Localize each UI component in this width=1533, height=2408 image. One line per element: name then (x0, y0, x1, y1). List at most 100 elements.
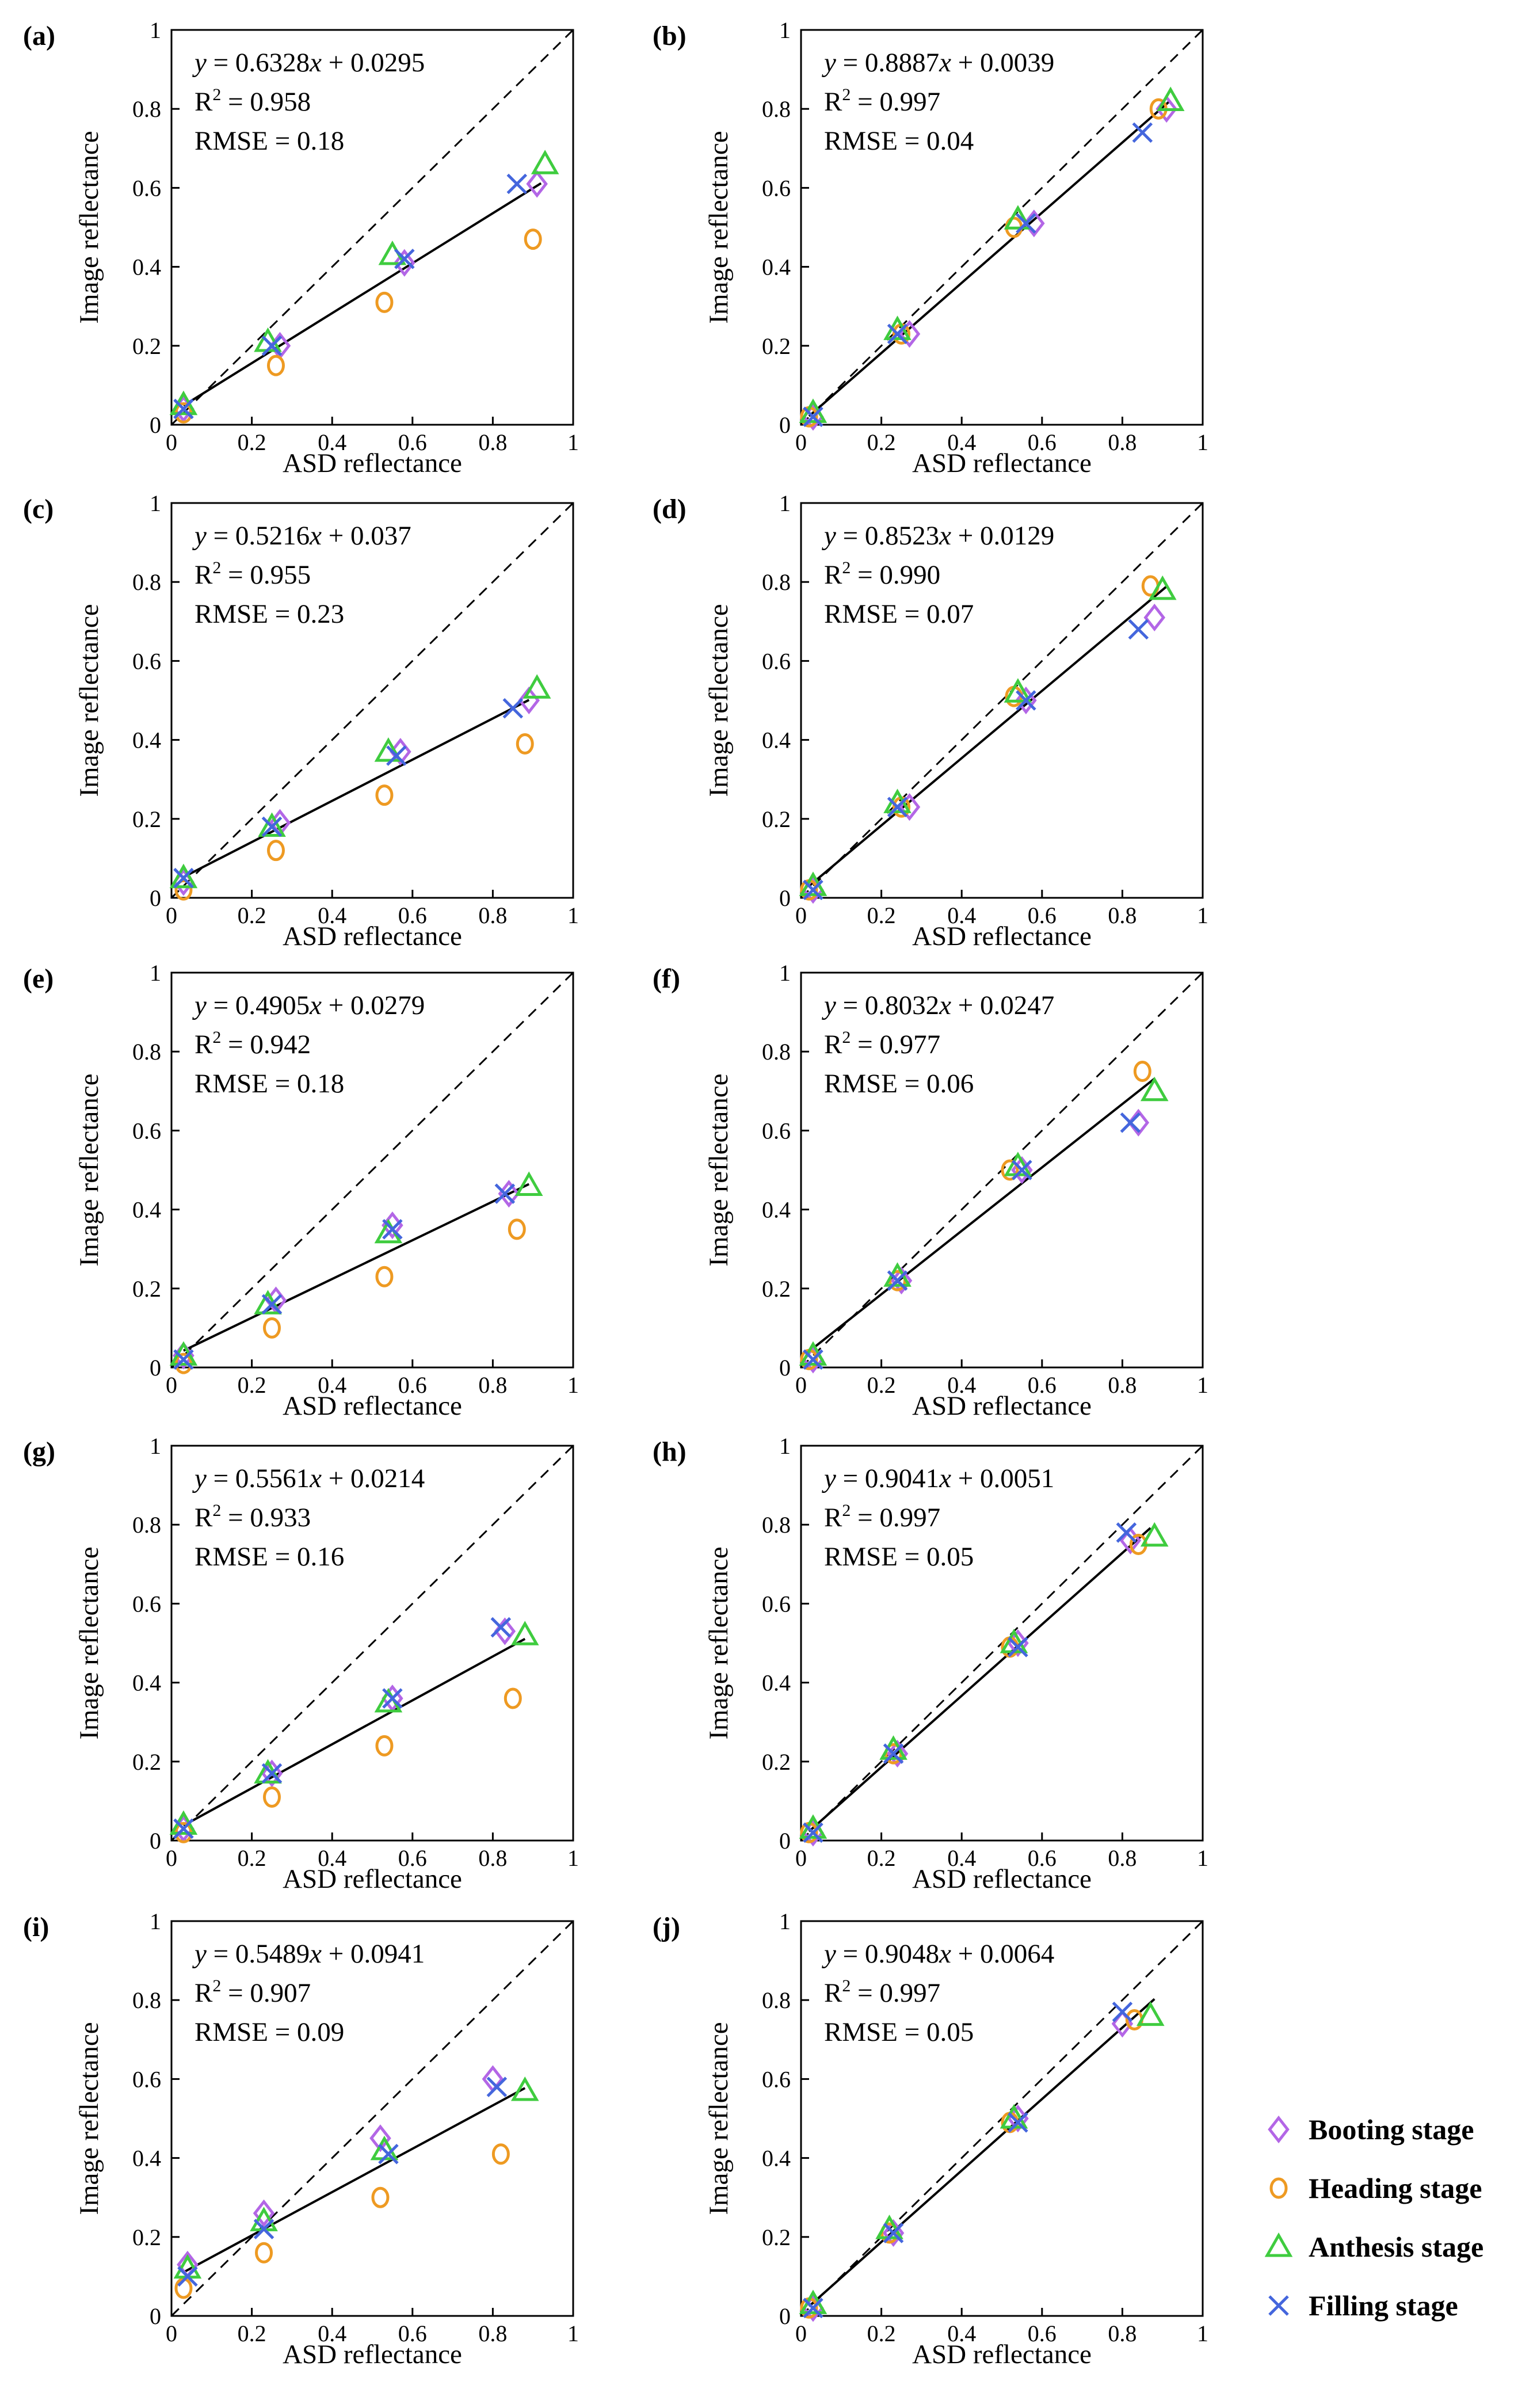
series-anthesis-stage (169, 674, 551, 889)
y-tick-label: 0.2 (132, 806, 161, 832)
rmse: RMSE = 0.05 (824, 1542, 974, 1572)
r-squared: R2 = 0.958 (195, 85, 311, 117)
y-tick-label: 0.8 (132, 569, 161, 595)
one-to-one-line (800, 502, 1204, 899)
scatter-panel-e: 0 0.2 0.4 0.6 0.8 1 0 0.2 0.4 0.6 0.8 1 ASD reflecta… (23, 960, 579, 1421)
x-tick-label: 0.8 (478, 902, 507, 928)
data-point (526, 170, 548, 198)
data-point (253, 2199, 275, 2227)
x-tick-label: 0.8 (1108, 429, 1137, 455)
rmse: RMSE = 0.23 (195, 599, 344, 629)
regression-equation: y = 0.6328x + 0.0295 (192, 48, 425, 78)
y-tick-label: 1 (779, 17, 791, 43)
y-tick-label: 0.4 (762, 254, 791, 280)
data-point (253, 2219, 274, 2239)
y-tick-label: 0 (150, 2303, 161, 2329)
series-booting-stage (173, 686, 540, 896)
x-tick-label: 0.6 (1028, 1845, 1057, 1871)
legend-marker-cross (1268, 2295, 1289, 2316)
data-point (803, 1349, 823, 1370)
data-point (263, 1317, 281, 1339)
r-squared: R2 = 0.907 (195, 1976, 311, 2008)
x-tick-label: 0.4 (318, 429, 346, 455)
x-tick-label: 0.8 (1108, 902, 1137, 928)
scatter-panel-g: 0 0.2 0.4 0.6 0.8 1 0 0.2 0.4 0.6 0.8 1 ASD reflecta… (23, 1433, 579, 1894)
x-tick-label: 0.2 (867, 2321, 896, 2346)
x-tick-label: 0 (166, 1845, 177, 1871)
scatter-panel-f: 0 0.2 0.4 0.6 0.8 1 0 0.2 0.4 0.6 0.8 1 ASD reflecta… (653, 960, 1208, 1421)
plot-frame (170, 971, 574, 1369)
series-heading-stage (800, 1534, 1147, 1843)
series-filling-stage (803, 1112, 1141, 1370)
x-tick-label: 0.4 (947, 429, 976, 455)
data-point (510, 2076, 539, 2101)
panel-label: (i) (23, 1912, 49, 1942)
data-point (261, 1763, 283, 1784)
legend-marker-circle (1269, 2177, 1288, 2199)
x-tick-label: 0 (166, 1372, 177, 1398)
series-booting-stage (173, 1180, 520, 1370)
y-tick-label: 0.8 (132, 1039, 161, 1065)
plot-frame (800, 971, 1204, 1369)
x-tick-label: 0.6 (1028, 429, 1057, 455)
y-tick-label: 0.6 (132, 1118, 161, 1144)
y-tick-label: 1 (779, 1433, 791, 1459)
data-point (371, 2186, 390, 2208)
series-filling-stage (803, 2002, 1133, 2319)
y-axis-label: Image reflectance (74, 131, 104, 323)
x-tick-label: 0 (166, 902, 177, 928)
legend-label: Booting stage (1309, 2113, 1474, 2146)
x-tick-label: 0 (166, 429, 177, 455)
panel-label: (f) (653, 963, 680, 994)
one-to-one-line (170, 1920, 574, 2317)
x-tick-label: 0.4 (947, 2321, 976, 2346)
x-tick-label: 0.8 (478, 429, 507, 455)
x-tick-label: 0.4 (947, 902, 976, 928)
x-tick-label: 0.4 (318, 1845, 346, 1871)
regression-equation: y = 0.9041x + 0.0051 (822, 1464, 1054, 1493)
legend-item: Anthesis stage (1264, 2231, 1484, 2263)
y-tick-label: 1 (150, 1908, 161, 1934)
y-tick-label: 0 (150, 885, 161, 911)
x-tick-label: 1 (1197, 1372, 1208, 1398)
series-filling-stage (803, 1522, 1137, 1843)
x-tick-label: 0.2 (238, 1372, 266, 1398)
y-tick-label: 0.2 (132, 2224, 161, 2250)
x-axis-label: ASD reflectance (283, 1391, 462, 1421)
legend-item: Filling stage (1268, 2289, 1458, 2322)
x-axis-label: ASD reflectance (912, 1864, 1092, 1894)
legend-label: Heading stage (1309, 2172, 1482, 2204)
x-tick-label: 0.6 (398, 902, 427, 928)
regression-line (182, 182, 542, 407)
data-point (1140, 1522, 1169, 1547)
data-point (803, 406, 823, 428)
y-axis-label: Image reflectance (704, 131, 734, 323)
x-tick-label: 0.4 (947, 1372, 976, 1398)
series-heading-stage (174, 733, 534, 901)
regression-equation: y = 0.9048x + 0.0064 (822, 1939, 1054, 1969)
data-point (394, 249, 415, 277)
series-anthesis-stage (799, 1076, 1169, 1366)
legend-label: Filling stage (1309, 2289, 1458, 2322)
one-to-one-line (170, 29, 574, 426)
data-point (390, 738, 411, 766)
x-tick-label: 0.8 (1108, 1372, 1137, 1398)
x-axis-label: ASD reflectance (283, 1864, 462, 1894)
y-tick-label: 0.4 (132, 2146, 161, 2171)
y-tick-label: 1 (779, 960, 791, 986)
x-axis-label: ASD reflectance (283, 2340, 462, 2369)
data-point (1001, 1159, 1019, 1181)
series-booting-stage (173, 1617, 516, 1843)
regression-equation: y = 0.5561x + 0.0214 (192, 1464, 425, 1493)
y-tick-label: 0 (779, 2303, 791, 2329)
regression-line (183, 1183, 530, 1352)
x-axis-label: ASD reflectance (912, 1391, 1092, 1421)
data-point (1133, 1061, 1151, 1082)
data-point (394, 249, 415, 269)
y-tick-label: 0.6 (132, 1591, 161, 1617)
y-tick-label: 0.4 (132, 1197, 161, 1223)
rmse: RMSE = 0.18 (195, 1069, 344, 1099)
x-tick-label: 1 (1197, 1845, 1208, 1871)
legend-item: Heading stage (1269, 2172, 1482, 2204)
y-tick-label: 0.4 (762, 727, 791, 753)
